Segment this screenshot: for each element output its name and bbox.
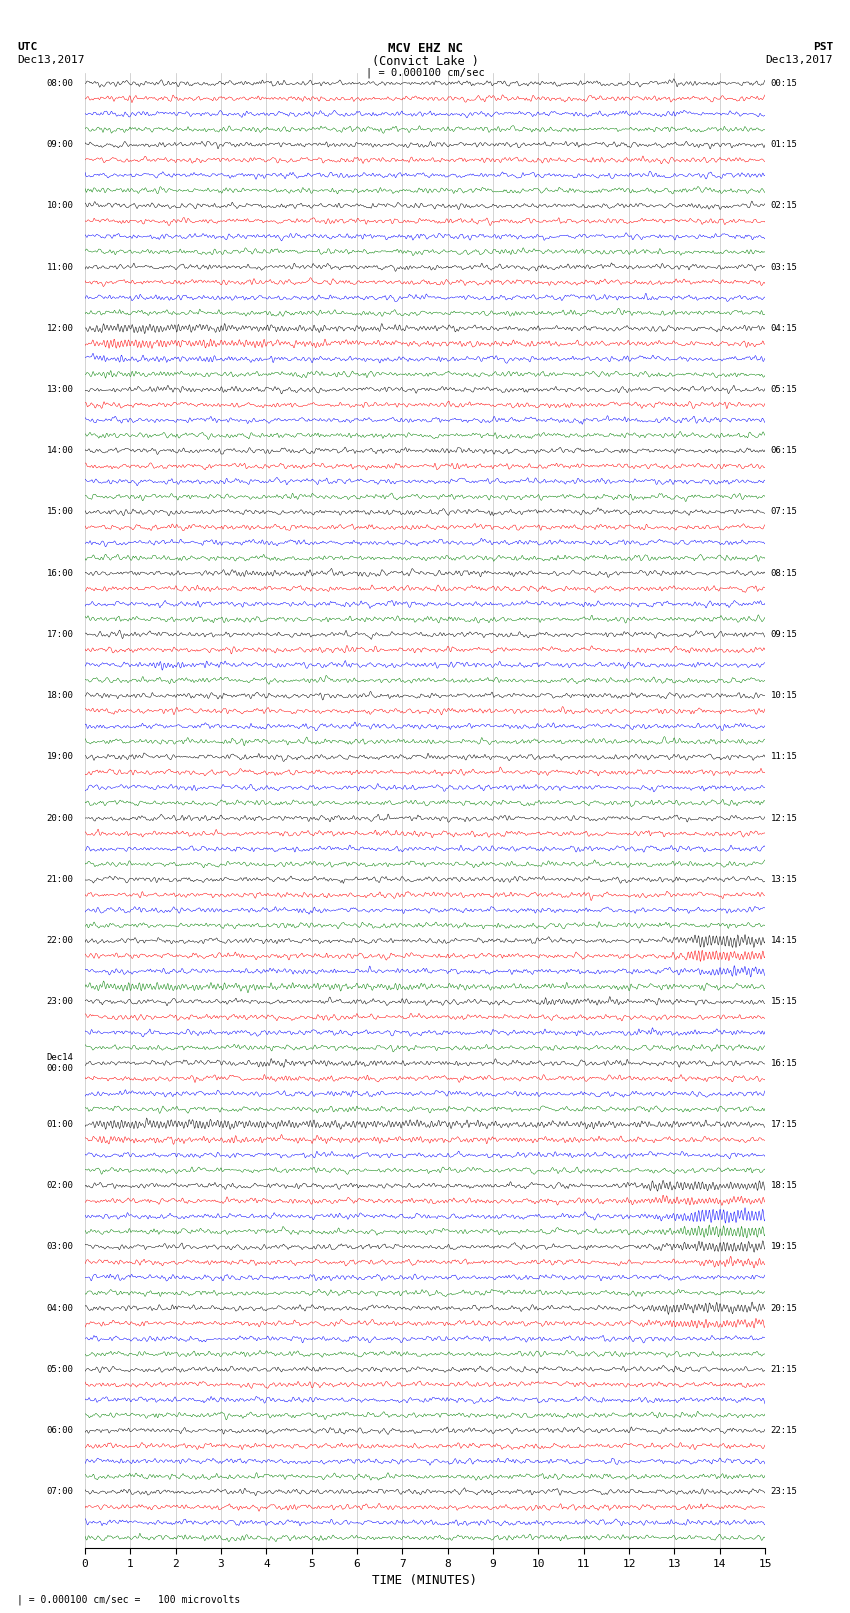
Text: Dec13,2017: Dec13,2017 bbox=[766, 55, 833, 65]
Text: 20:15: 20:15 bbox=[770, 1303, 797, 1313]
Text: 11:00: 11:00 bbox=[47, 263, 74, 271]
Text: 18:15: 18:15 bbox=[770, 1181, 797, 1190]
Text: 12:00: 12:00 bbox=[47, 324, 74, 332]
Text: 12:15: 12:15 bbox=[770, 813, 797, 823]
Text: 10:00: 10:00 bbox=[47, 202, 74, 210]
Text: 04:15: 04:15 bbox=[770, 324, 797, 332]
Text: 23:00: 23:00 bbox=[47, 997, 74, 1007]
Text: 07:00: 07:00 bbox=[47, 1487, 74, 1497]
Text: 13:15: 13:15 bbox=[770, 874, 797, 884]
Text: Dec14
00:00: Dec14 00:00 bbox=[47, 1053, 74, 1073]
Text: 03:00: 03:00 bbox=[47, 1242, 74, 1252]
Text: 06:15: 06:15 bbox=[770, 447, 797, 455]
Text: 19:00: 19:00 bbox=[47, 752, 74, 761]
Text: 11:15: 11:15 bbox=[770, 752, 797, 761]
Text: 09:00: 09:00 bbox=[47, 140, 74, 148]
Text: | = 0.000100 cm/sec =   100 microvolts: | = 0.000100 cm/sec = 100 microvolts bbox=[17, 1594, 241, 1605]
Text: UTC: UTC bbox=[17, 42, 37, 52]
X-axis label: TIME (MINUTES): TIME (MINUTES) bbox=[372, 1574, 478, 1587]
Text: 10:15: 10:15 bbox=[770, 692, 797, 700]
Text: (Convict Lake ): (Convict Lake ) bbox=[371, 55, 479, 68]
Text: 06:00: 06:00 bbox=[47, 1426, 74, 1436]
Text: 17:15: 17:15 bbox=[770, 1119, 797, 1129]
Text: 23:15: 23:15 bbox=[770, 1487, 797, 1497]
Text: 21:00: 21:00 bbox=[47, 874, 74, 884]
Text: 19:15: 19:15 bbox=[770, 1242, 797, 1252]
Text: 09:15: 09:15 bbox=[770, 631, 797, 639]
Text: 00:15: 00:15 bbox=[770, 79, 797, 87]
Text: 07:15: 07:15 bbox=[770, 508, 797, 516]
Text: 16:00: 16:00 bbox=[47, 569, 74, 577]
Text: 08:00: 08:00 bbox=[47, 79, 74, 87]
Text: 14:00: 14:00 bbox=[47, 447, 74, 455]
Text: 13:00: 13:00 bbox=[47, 386, 74, 394]
Text: PST: PST bbox=[813, 42, 833, 52]
Text: 15:00: 15:00 bbox=[47, 508, 74, 516]
Text: 21:15: 21:15 bbox=[770, 1365, 797, 1374]
Text: 02:00: 02:00 bbox=[47, 1181, 74, 1190]
Text: 08:15: 08:15 bbox=[770, 569, 797, 577]
Text: | = 0.000100 cm/sec: | = 0.000100 cm/sec bbox=[366, 68, 484, 79]
Text: 14:15: 14:15 bbox=[770, 936, 797, 945]
Text: 01:15: 01:15 bbox=[770, 140, 797, 148]
Text: MCV EHZ NC: MCV EHZ NC bbox=[388, 42, 462, 55]
Text: 04:00: 04:00 bbox=[47, 1303, 74, 1313]
Text: 16:15: 16:15 bbox=[770, 1058, 797, 1068]
Text: 01:00: 01:00 bbox=[47, 1119, 74, 1129]
Text: 17:00: 17:00 bbox=[47, 631, 74, 639]
Text: 15:15: 15:15 bbox=[770, 997, 797, 1007]
Text: 02:15: 02:15 bbox=[770, 202, 797, 210]
Text: 18:00: 18:00 bbox=[47, 692, 74, 700]
Text: 22:00: 22:00 bbox=[47, 936, 74, 945]
Text: 05:00: 05:00 bbox=[47, 1365, 74, 1374]
Text: 03:15: 03:15 bbox=[770, 263, 797, 271]
Text: 05:15: 05:15 bbox=[770, 386, 797, 394]
Text: Dec13,2017: Dec13,2017 bbox=[17, 55, 84, 65]
Text: 22:15: 22:15 bbox=[770, 1426, 797, 1436]
Text: 20:00: 20:00 bbox=[47, 813, 74, 823]
